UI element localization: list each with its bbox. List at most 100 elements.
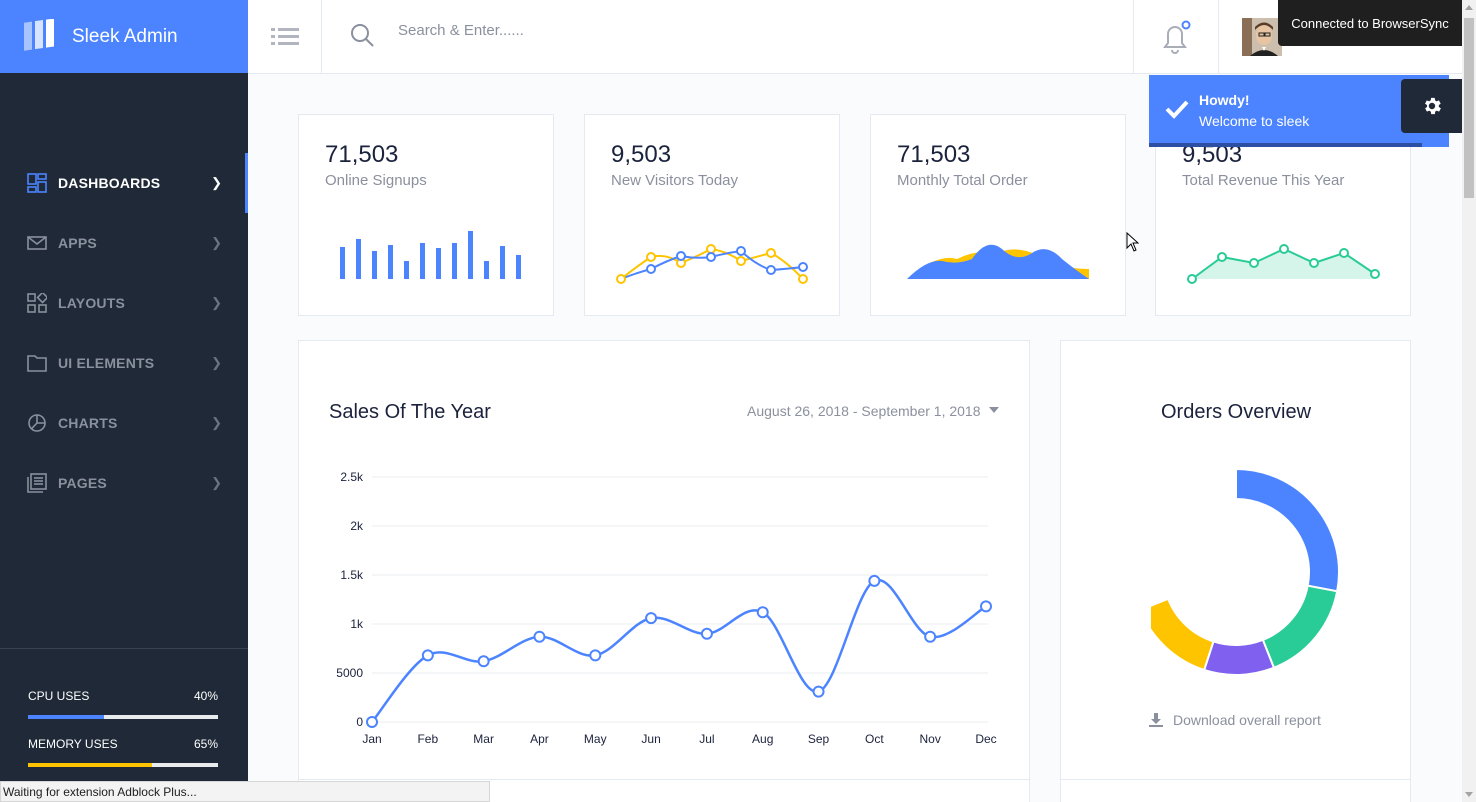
sidebar-item-ui-elements[interactable]: UI ELEMENTS ❯: [0, 333, 248, 393]
user-avatar[interactable]: [1242, 18, 1282, 56]
spark-point: [1187, 274, 1197, 284]
spark-point: [1370, 269, 1380, 279]
sidebar-toggle-button[interactable]: [248, 0, 322, 73]
x-tick-label: Sep: [808, 732, 830, 746]
spark-point: [1249, 258, 1259, 268]
stat-label: Online Signups: [325, 172, 427, 189]
card-footer-divider: [1061, 779, 1410, 780]
sidebar-item-label: CHARTS: [58, 415, 118, 431]
spark-bar: [468, 231, 473, 279]
scroll-up-arrow-icon[interactable]: [1465, 5, 1473, 10]
download-report-label: Download overall report: [1173, 712, 1321, 728]
spark-point: [706, 252, 716, 262]
sleek-logo-icon: [24, 18, 54, 51]
system-usage: CPU USES 40% MEMORY USES 65%: [0, 648, 248, 802]
sidebar-item-pages[interactable]: PAGES ❯: [0, 453, 248, 513]
memory-usage: MEMORY USES 65%: [28, 737, 218, 767]
welcome-toast[interactable]: Howdy! Welcome to sleek: [1149, 75, 1449, 147]
spark-bar: [340, 247, 345, 279]
spark-point: [616, 274, 626, 284]
stat-card-online-signups: 71,503 Online Signups: [298, 114, 554, 316]
sidebar-item-layouts[interactable]: LAYOUTS ❯: [0, 273, 248, 333]
scroll-thumb[interactable]: [1464, 18, 1474, 198]
card-footer-divider: [299, 779, 1029, 780]
spark-bar: [452, 243, 457, 279]
stat-label: Monthly Total Order: [897, 172, 1028, 189]
search-input[interactable]: [398, 22, 898, 39]
search-icon: [351, 24, 374, 47]
spark-area-blue: [907, 244, 1089, 279]
stat-card-monthly-order: 71,503 Monthly Total Order: [870, 114, 1126, 316]
stat-card-new-visitors: 9,503 New Visitors Today: [584, 114, 840, 316]
x-tick-label: Aug: [752, 732, 773, 746]
visitors-line-sparkline: [616, 244, 808, 284]
sales-data-point: [980, 600, 992, 613]
spark-point: [646, 252, 656, 262]
cpu-progress-bar: [28, 715, 218, 719]
orders-area-sparkline: [907, 244, 1089, 279]
brand[interactable]: Sleek Admin: [0, 0, 248, 73]
sales-line-chart: 0 5000 1k 1.5k 2k 2.5k Jan Feb Mar Apr May Jun Jul Au…: [336, 470, 996, 746]
donut-slice: [1261, 584, 1339, 670]
settings-button[interactable]: [1401, 79, 1462, 133]
y-tick-label: 5000: [336, 666, 363, 680]
spark-bar: [372, 251, 377, 279]
x-tick-label: Feb: [417, 732, 438, 746]
browser-status-bar: Waiting for extension Adblock Plus...: [0, 781, 490, 802]
x-tick-label: Jan: [362, 732, 381, 746]
sales-data-point: [366, 716, 378, 728]
notifications-button[interactable]: [1133, 0, 1219, 73]
donut-slice: [1151, 597, 1215, 672]
sidebar-item-charts[interactable]: CHARTS ❯: [0, 393, 248, 453]
sales-data-point: [645, 612, 658, 625]
chevron-right-icon: ❯: [211, 355, 222, 370]
page-scrollbar[interactable]: [1462, 0, 1476, 802]
menu-list-icon: [270, 27, 299, 45]
toast-progress-bar: [1149, 143, 1422, 147]
cpu-usage-value: 40%: [193, 689, 218, 703]
y-tick-label: 1k: [350, 617, 364, 631]
stat-value: 71,503: [897, 141, 971, 168]
orders-title: Orders Overview: [1160, 401, 1312, 423]
x-tick-label: Apr: [530, 732, 549, 746]
sales-data-point: [421, 649, 434, 662]
sidebar-item-apps[interactable]: APPS ❯: [0, 213, 248, 273]
spark-point: [676, 251, 686, 261]
chevron-right-icon: ❯: [211, 475, 222, 490]
scroll-down-arrow-icon[interactable]: [1465, 792, 1473, 797]
sidebar-item-label: APPS: [58, 235, 97, 251]
sidebar: Sleek Admin DASHBOARDS ❯ APPS ❯ LAYOUTS …: [0, 0, 248, 802]
cpu-progress-fill: [28, 715, 104, 719]
spark-bar: [356, 239, 361, 279]
sales-data-point: [812, 685, 825, 698]
download-report-link[interactable]: Download overall report: [1149, 712, 1321, 728]
toast-title: Howdy!: [1199, 92, 1250, 108]
sidebar-item-dashboards[interactable]: DASHBOARDS ❯: [0, 153, 248, 213]
spark-point: [1217, 252, 1227, 262]
sales-data-point: [477, 655, 490, 668]
memory-progress-fill: [28, 763, 152, 767]
sales-series-line: [371, 578, 987, 723]
spark-point: [646, 264, 656, 274]
caret-down-icon[interactable]: [989, 407, 999, 413]
stat-value: 9,503: [611, 141, 672, 168]
layouts-icon: [27, 293, 47, 313]
chevron-right-icon: ❯: [211, 415, 222, 430]
memory-progress-bar: [28, 763, 218, 767]
spark-bar: [516, 255, 521, 279]
spark-point: [736, 256, 746, 266]
signups-bar-sparkline: [340, 231, 521, 279]
mail-icon: [27, 233, 47, 253]
sidebar-nav: DASHBOARDS ❯ APPS ❯ LAYOUTS ❯ UI ELEMENT…: [0, 153, 248, 513]
brand-name: Sleek Admin: [72, 25, 178, 47]
spark-point: [798, 262, 808, 272]
check-icon: [1165, 100, 1189, 119]
orders-donut-chart: [1151, 467, 1340, 676]
date-range-picker[interactable]: August 26, 2018 - September 1, 2018: [747, 403, 981, 419]
spark-bar: [500, 246, 505, 279]
pages-icon: [27, 473, 47, 493]
spark-point: [1279, 244, 1289, 254]
y-tick-label: 1.5k: [340, 568, 364, 582]
y-tick-label: 2.5k: [340, 470, 364, 484]
sales-data-point: [700, 627, 713, 640]
